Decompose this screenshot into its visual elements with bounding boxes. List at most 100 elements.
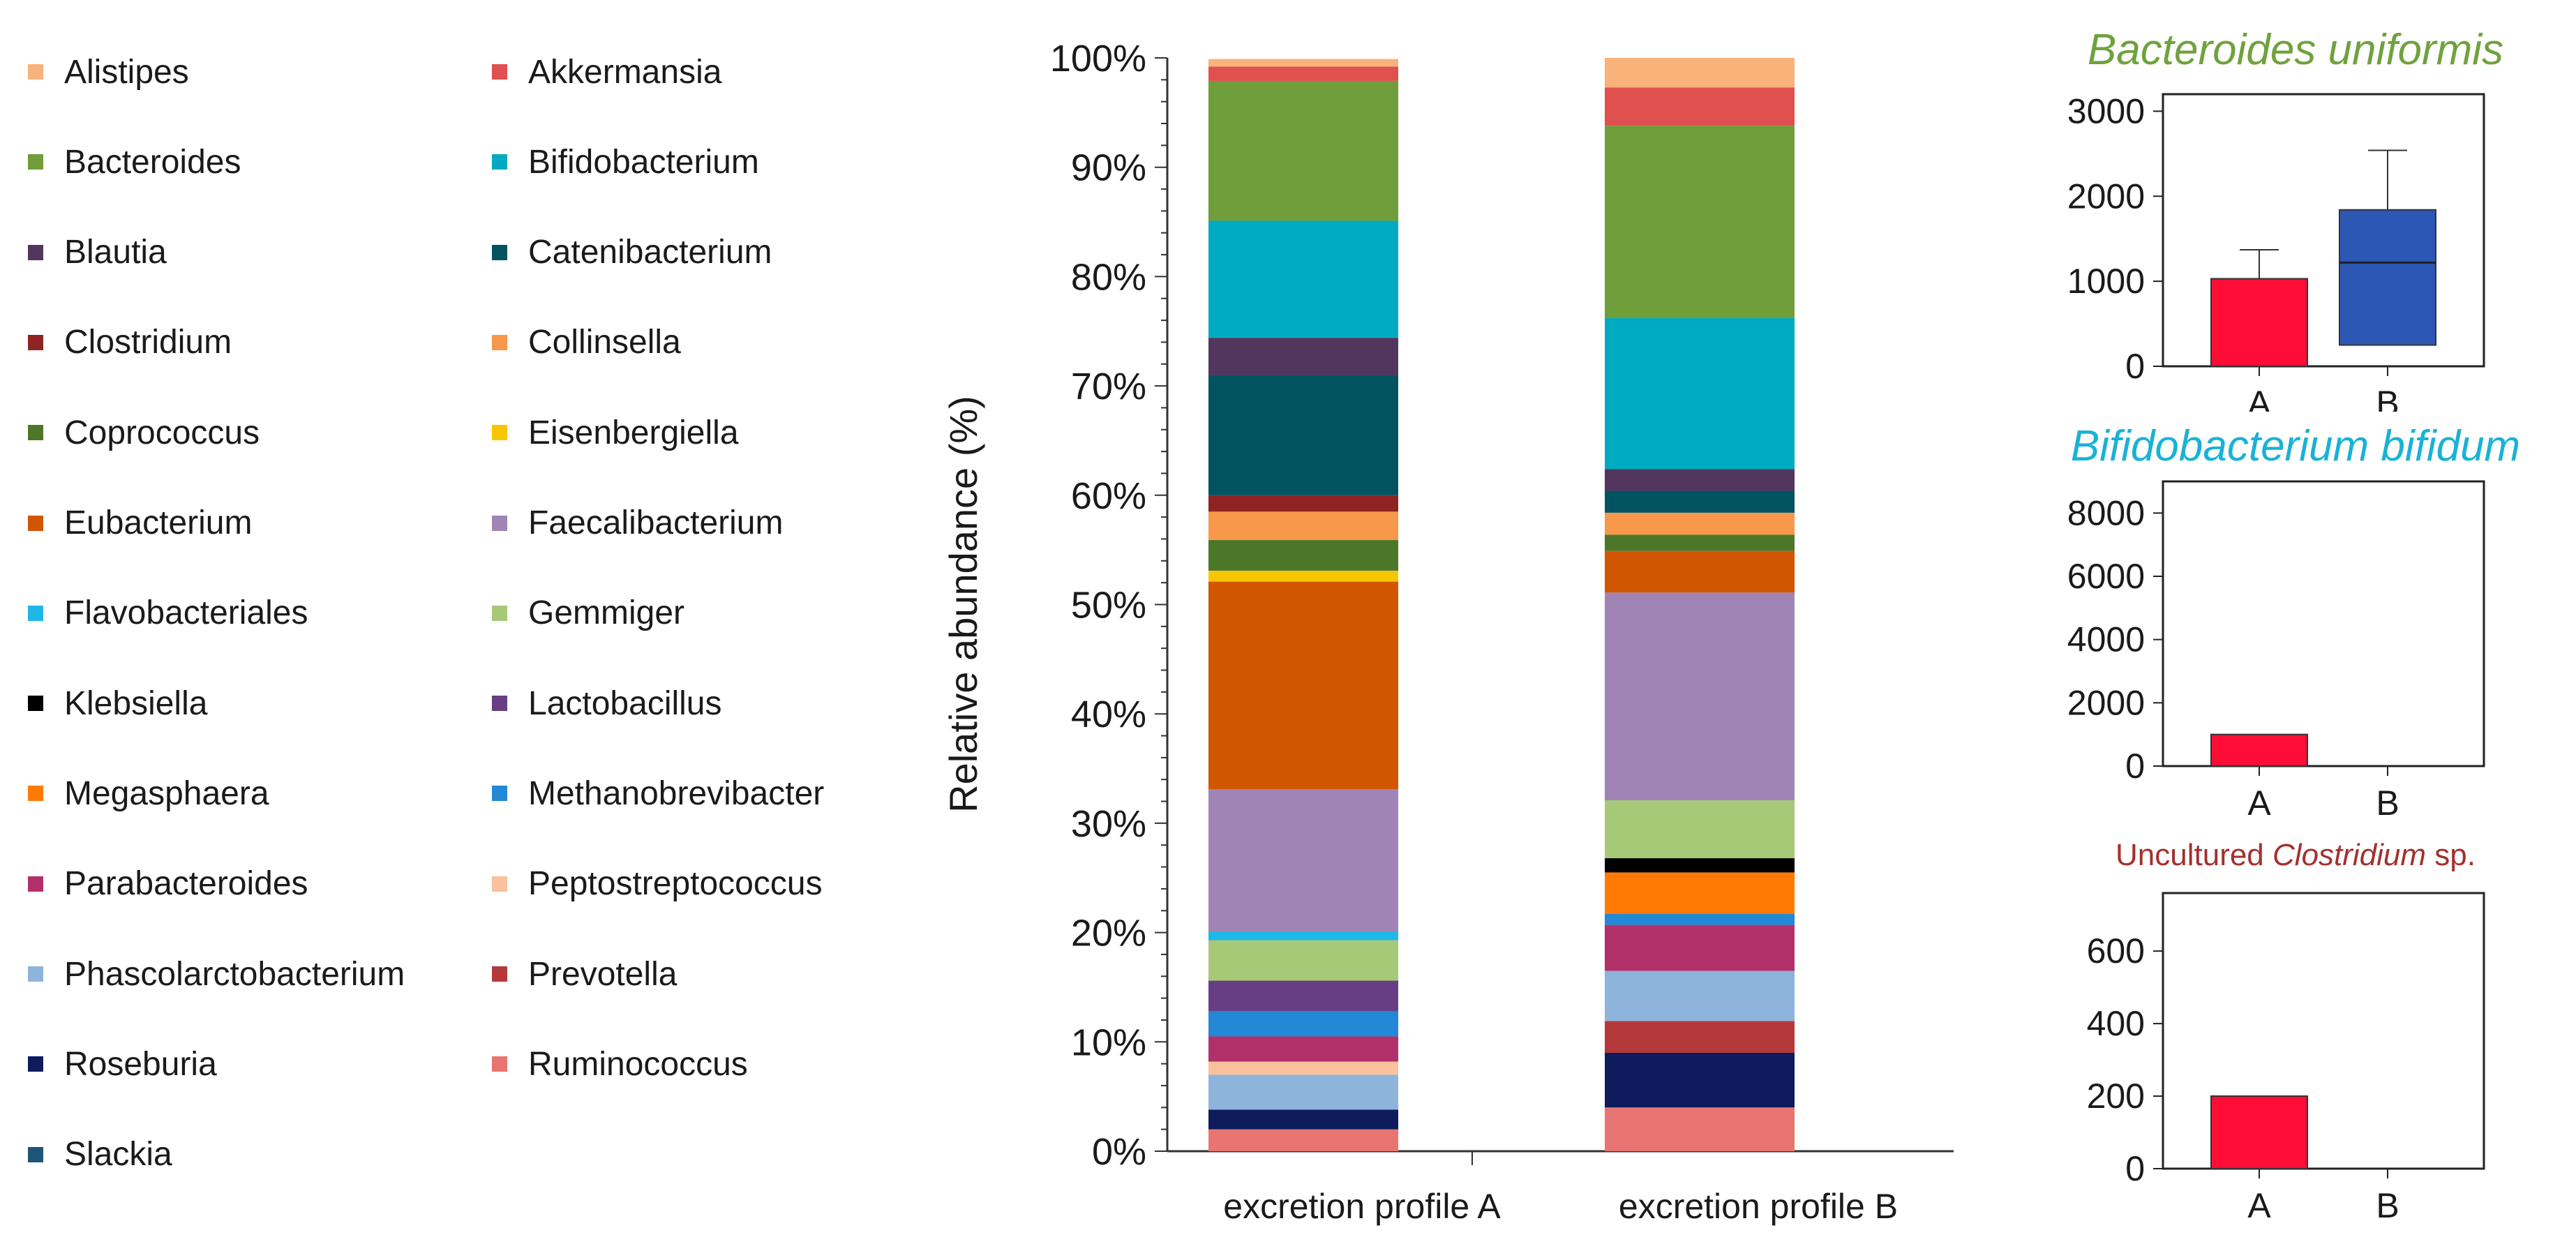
y-tick-label: 70% <box>1071 366 1146 407</box>
bar-segment-a-gemmiger <box>1208 940 1398 981</box>
legend-swatch <box>28 605 43 621</box>
bar-segment-a-clostridium <box>1208 495 1398 512</box>
bar-a <box>2210 1095 2308 1170</box>
legend-item-roseburia: Roseburia <box>28 1043 217 1085</box>
x-tick-label-a: excretion profile A <box>1223 1187 1501 1226</box>
bar-segment-b-parabacteroides <box>1605 924 1795 971</box>
bar-segment-b-prevotella <box>1605 1021 1795 1053</box>
y-tick-label: 90% <box>1071 147 1146 189</box>
y-tick-label: 4000 <box>2067 620 2145 659</box>
legend-swatch <box>492 334 507 350</box>
y-tick-label: 0 <box>2125 747 2145 786</box>
y-tick-label: 40% <box>1071 694 1146 735</box>
y-tick-label: 0 <box>2125 347 2145 386</box>
legend-swatch <box>28 515 43 531</box>
bar-segment-b-coprococcus <box>1605 534 1795 551</box>
y-tick-label: 50% <box>1071 585 1146 627</box>
legend-label: Methanobrevibacter <box>528 774 825 812</box>
bar-segment-a-ruminococcus <box>1208 1129 1398 1151</box>
legend-swatch <box>28 786 43 802</box>
panel-title-bacteroides-uniformis: Bacteroides uniformis <box>2088 26 2503 74</box>
legend-item-eubacterium: Eubacterium <box>28 502 252 544</box>
legend-item-flavobacteriales: Flavobacteriales <box>28 592 308 634</box>
y-tick-label: 600 <box>2087 931 2145 971</box>
bar-chart-bifidobacterium-bifidum: Bifidobacterium bifidum 0 2000 4000 6000 800… <box>2067 422 2520 823</box>
legend-swatch <box>28 154 43 170</box>
bar-segment-a-lactobacillus <box>1208 980 1398 1012</box>
legend-label: Blautia <box>64 234 167 271</box>
legend-swatch <box>492 154 507 170</box>
bar-segment-b-gemmiger <box>1605 800 1795 859</box>
bar-segment-b-eubacterium <box>1605 550 1795 593</box>
bar-segment-a-akkermansia <box>1208 66 1398 81</box>
legend-swatch <box>28 425 43 441</box>
legend-item-lactobacillus: Lactobacillus <box>492 682 722 724</box>
legend: Alistipes Akkermansia Bacteroides Bifidobac… <box>0 0 907 1244</box>
legend-item-collinsella: Collinsella <box>492 322 681 364</box>
bar-segment-b-alistipes <box>1605 58 1795 88</box>
legend-label: Prevotella <box>528 955 677 993</box>
bar-segment-a-peptostreptococcus <box>1208 1061 1398 1075</box>
y-tick-label: 6000 <box>2067 557 2145 596</box>
x-tick-label-a: A <box>2247 1186 2271 1225</box>
legend-label: Eisenbergiella <box>528 414 739 451</box>
legend-swatch <box>492 876 507 892</box>
panel-title-bifidobacterium-bifidum: Bifidobacterium bifidum <box>2071 422 2520 470</box>
legend-label: Megasphaera <box>64 774 269 812</box>
bar-segment-a-collinsella <box>1208 511 1398 541</box>
bar-segment-b-klebsiella <box>1605 858 1795 873</box>
bar-segment-a-phascolarctobacterium <box>1208 1074 1398 1110</box>
legend-label: Slackia <box>64 1136 172 1174</box>
legend-swatch <box>28 1056 43 1072</box>
plot-frame <box>2162 480 2485 767</box>
legend-item-ruminococcus: Ruminococcus <box>492 1043 748 1085</box>
bar-segment-b-methanobrevibacter <box>1605 913 1795 925</box>
bar-segment-a-bifidobacterium <box>1208 220 1398 338</box>
bar-segment-a-eubacterium <box>1208 581 1398 790</box>
legend-swatch <box>492 244 507 260</box>
legend-label: Bifidobacterium <box>528 143 759 181</box>
bar-segment-b-roseburia <box>1605 1052 1795 1108</box>
legend-label: Klebsiella <box>64 684 208 722</box>
bar-segment-a-parabacteroides <box>1208 1036 1398 1062</box>
legend-item-methanobrevibacter: Methanobrevibacter <box>492 772 824 814</box>
legend-label: Lactobacillus <box>528 684 722 722</box>
bar-segment-a-roseburia <box>1208 1109 1398 1130</box>
legend-item-phascolarctobacterium: Phascolarctobacterium <box>28 953 405 995</box>
bar-segment-b-bacteroides <box>1605 126 1795 318</box>
legend-swatch <box>492 1056 507 1072</box>
legend-label: Ruminococcus <box>528 1045 748 1083</box>
legend-label: Catenibacterium <box>528 234 772 271</box>
legend-item-parabacteroides: Parabacteroides <box>28 863 308 905</box>
legend-item-gemmiger: Gemmiger <box>492 592 684 634</box>
y-tick-label: 0% <box>1092 1131 1146 1173</box>
y-tick-label: 100% <box>1050 38 1146 80</box>
legend-label: Clostridium <box>64 324 232 361</box>
y-tick-label: 20% <box>1071 913 1146 954</box>
legend-item-blautia: Blautia <box>28 232 167 273</box>
bar-chart-uncultured-clostridium: Uncultured Clostridium sp. 0 200 400 600 A B <box>2087 838 2485 1225</box>
box-b <box>2339 209 2436 346</box>
legend-item-coprococcus: Coprococcus <box>28 412 260 454</box>
x-tick-label-b: B <box>2376 384 2399 412</box>
legend-item-megasphaera: Megasphaera <box>28 772 269 814</box>
y-tick-label: 200 <box>2087 1077 2145 1116</box>
bar-segment-a-blautia <box>1208 338 1398 375</box>
x-tick-label-a: A <box>2247 384 2271 412</box>
y-tick-label: 400 <box>2087 1004 2145 1043</box>
legend-swatch <box>492 605 507 621</box>
legend-label: Parabacteroides <box>64 865 308 903</box>
bar-segment-a-faecalibacterium <box>1208 789 1398 932</box>
bar-a <box>2210 733 2308 767</box>
bar-segment-b-blautia <box>1605 469 1795 491</box>
legend-swatch <box>28 876 43 892</box>
y-tick-label: 60% <box>1071 475 1146 517</box>
plot-frame <box>2162 892 2485 1170</box>
legend-label: Flavobacteriales <box>64 594 308 632</box>
bar-segment-b-megasphaera <box>1605 872 1795 914</box>
y-tick-label: 2000 <box>2067 177 2145 216</box>
legend-label: Eubacterium <box>64 504 253 541</box>
bar-a <box>2210 278 2308 367</box>
legend-label: Phascolarctobacterium <box>64 955 405 993</box>
bar-segment-a-flavobacteriales <box>1208 931 1398 941</box>
